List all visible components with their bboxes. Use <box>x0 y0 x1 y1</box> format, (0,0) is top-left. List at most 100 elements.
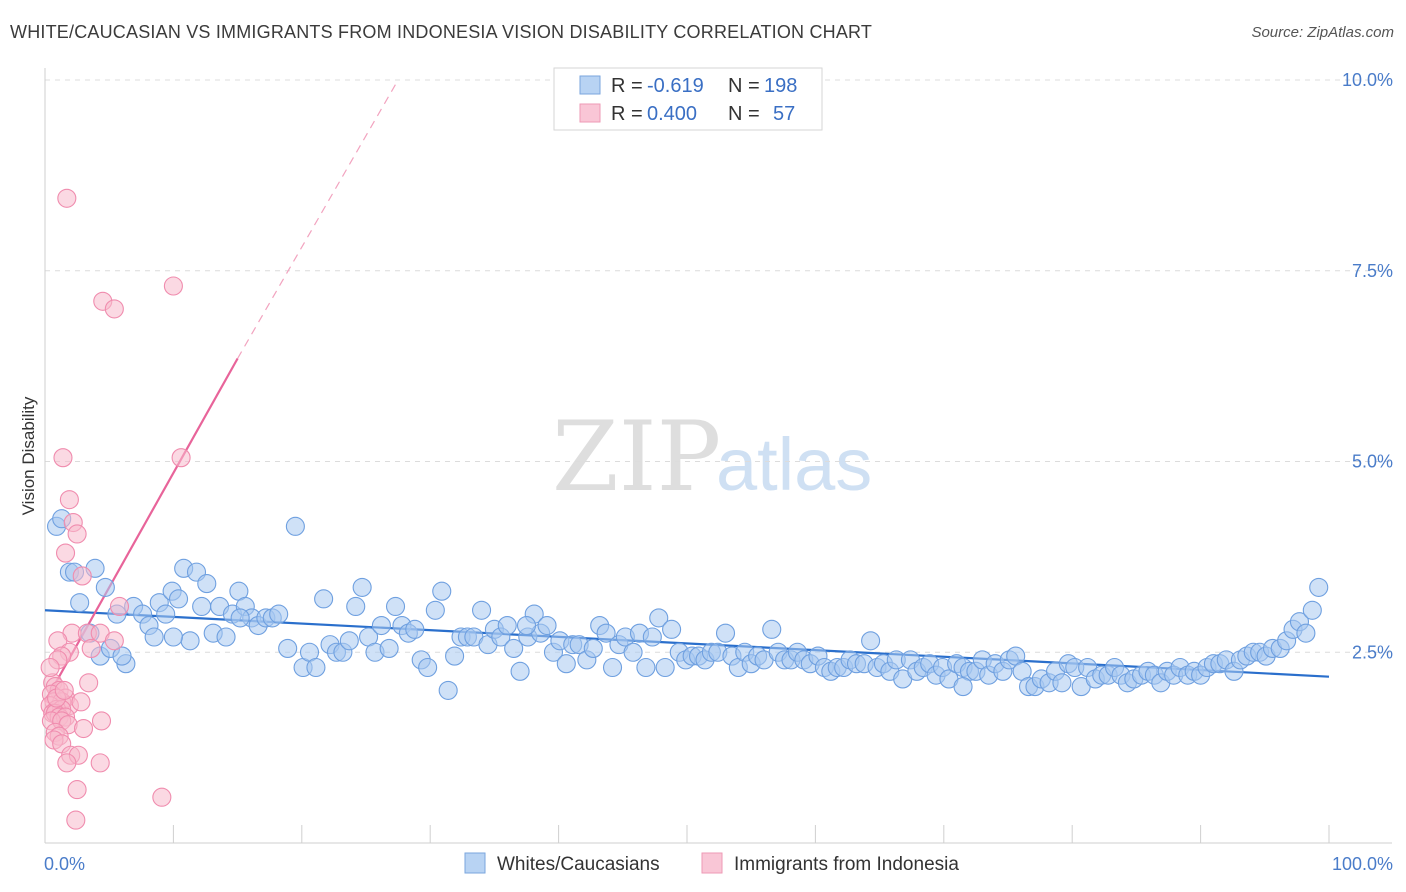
data-point-indonesia <box>67 524 87 544</box>
data-point-whites <box>655 657 675 678</box>
grid-lines <box>45 79 1392 653</box>
y-axis-label: Vision Disability <box>19 396 38 515</box>
data-point-whites <box>602 657 623 678</box>
data-point-whites <box>379 638 399 658</box>
y-tick-label: 2.5% <box>1352 642 1393 662</box>
series-legend: Whites/Caucasians Immigrants from Indone… <box>464 852 959 875</box>
watermark-zip: ZIP <box>552 401 721 513</box>
data-point-indonesia <box>67 780 87 800</box>
data-point-whites <box>445 646 465 666</box>
data-point-whites <box>95 577 115 597</box>
data-point-whites <box>278 638 298 658</box>
data-point-whites <box>163 627 183 647</box>
trend-line-indonesia-extension <box>237 79 399 359</box>
data-point-whites <box>516 615 537 636</box>
chart-title: WHITE/CAUCASIAN VS IMMIGRANTS FROM INDON… <box>10 22 873 42</box>
legend-n-value-1: 198 <box>764 75 797 97</box>
data-point-indonesia <box>55 543 76 563</box>
bottom-legend-label-whites: Whites/Caucasians <box>497 854 660 875</box>
data-point-whites <box>497 615 517 636</box>
data-point-whites <box>216 627 236 647</box>
y-tick-label: 5.0% <box>1352 452 1393 472</box>
correlation-legend: R = -0.619 N = 198 R = 0.400 N = 57 <box>553 67 823 131</box>
data-point-whites <box>715 623 736 643</box>
data-point-whites <box>762 619 782 639</box>
data-point-whites <box>144 627 164 647</box>
legend-r-value-2: 0.400 <box>647 103 697 125</box>
data-point-whites <box>1296 623 1316 643</box>
data-point-indonesia <box>72 566 92 586</box>
data-point-indonesia <box>57 188 77 208</box>
y-tick-label: 7.5% <box>1352 261 1393 281</box>
bottom-legend-label-indonesia: Immigrants from Indonesia <box>734 854 959 875</box>
data-point-whites <box>352 577 372 597</box>
data-point-indonesia <box>81 638 101 658</box>
data-point-indonesia <box>40 657 60 678</box>
data-point-indonesia <box>73 718 94 739</box>
data-point-whites <box>314 589 334 609</box>
data-point-indonesia <box>163 276 183 296</box>
bottom-legend-swatch-blue <box>464 852 486 874</box>
data-point-whites <box>269 604 289 624</box>
data-point-whites <box>197 574 217 594</box>
data-point-whites <box>642 627 662 647</box>
data-point-whites <box>583 638 603 658</box>
legend-n-value-2: 57 <box>773 103 795 125</box>
data-point-whites <box>438 680 458 700</box>
data-point-indonesia <box>57 753 77 773</box>
watermark-atlas: atlas <box>716 423 872 506</box>
data-point-whites <box>537 615 557 636</box>
data-point-indonesia <box>104 299 124 319</box>
data-point-whites <box>385 596 406 617</box>
data-point-whites <box>861 631 881 651</box>
x-tick-label-max: 100.0% <box>1332 854 1393 874</box>
data-point-whites <box>306 657 326 678</box>
data-point-whites <box>636 657 656 678</box>
data-point-whites <box>112 646 132 666</box>
data-point-whites <box>662 619 682 639</box>
data-point-whites <box>285 516 305 536</box>
data-point-whites <box>70 593 90 613</box>
data-point-indonesia <box>90 753 110 773</box>
data-point-indonesia <box>66 810 86 830</box>
legend-swatch-blue <box>579 75 601 95</box>
data-point-whites <box>596 623 616 643</box>
data-point-indonesia <box>79 673 99 693</box>
data-point-indonesia <box>59 490 79 510</box>
data-point-whites <box>1309 577 1329 597</box>
legend-n-label-2: N = <box>728 103 760 125</box>
data-point-indonesia <box>71 692 91 712</box>
trend-line-indonesia <box>44 357 239 703</box>
data-point-indonesia <box>171 448 191 468</box>
source-label: Source: ZipAtlas.com <box>1251 24 1394 41</box>
data-point-whites <box>418 657 438 678</box>
data-point-whites <box>156 604 176 624</box>
data-point-whites <box>1052 673 1072 693</box>
data-point-whites <box>556 654 576 674</box>
legend-r-value-1: -0.619 <box>647 75 704 97</box>
data-point-whites <box>472 600 492 620</box>
data-point-indonesia <box>152 787 172 807</box>
data-point-whites <box>168 589 189 609</box>
data-point-whites <box>649 608 669 628</box>
x-tick-labels: 0.0% 100.0% <box>44 854 1393 874</box>
data-point-whites <box>510 661 530 681</box>
data-point-indonesia <box>53 448 73 468</box>
data-point-indonesia <box>91 711 112 731</box>
data-point-whites <box>623 642 643 662</box>
data-point-whites <box>425 600 445 620</box>
data-point-whites <box>346 596 366 617</box>
data-point-whites <box>180 631 200 651</box>
bottom-legend-swatch-pink <box>701 852 723 874</box>
x-tick-label-min: 0.0% <box>44 854 85 874</box>
data-point-indonesia <box>104 631 124 651</box>
series-whites-caucasians <box>47 509 1329 700</box>
data-point-whites <box>192 596 212 617</box>
data-point-whites <box>405 619 425 639</box>
data-point-whites <box>371 615 391 636</box>
data-point-whites <box>953 677 973 697</box>
y-tick-labels: 2.5% 5.0% 7.5% 10.0% <box>1342 70 1393 662</box>
data-point-indonesia <box>54 680 74 700</box>
y-tick-label: 10.0% <box>1342 70 1393 90</box>
